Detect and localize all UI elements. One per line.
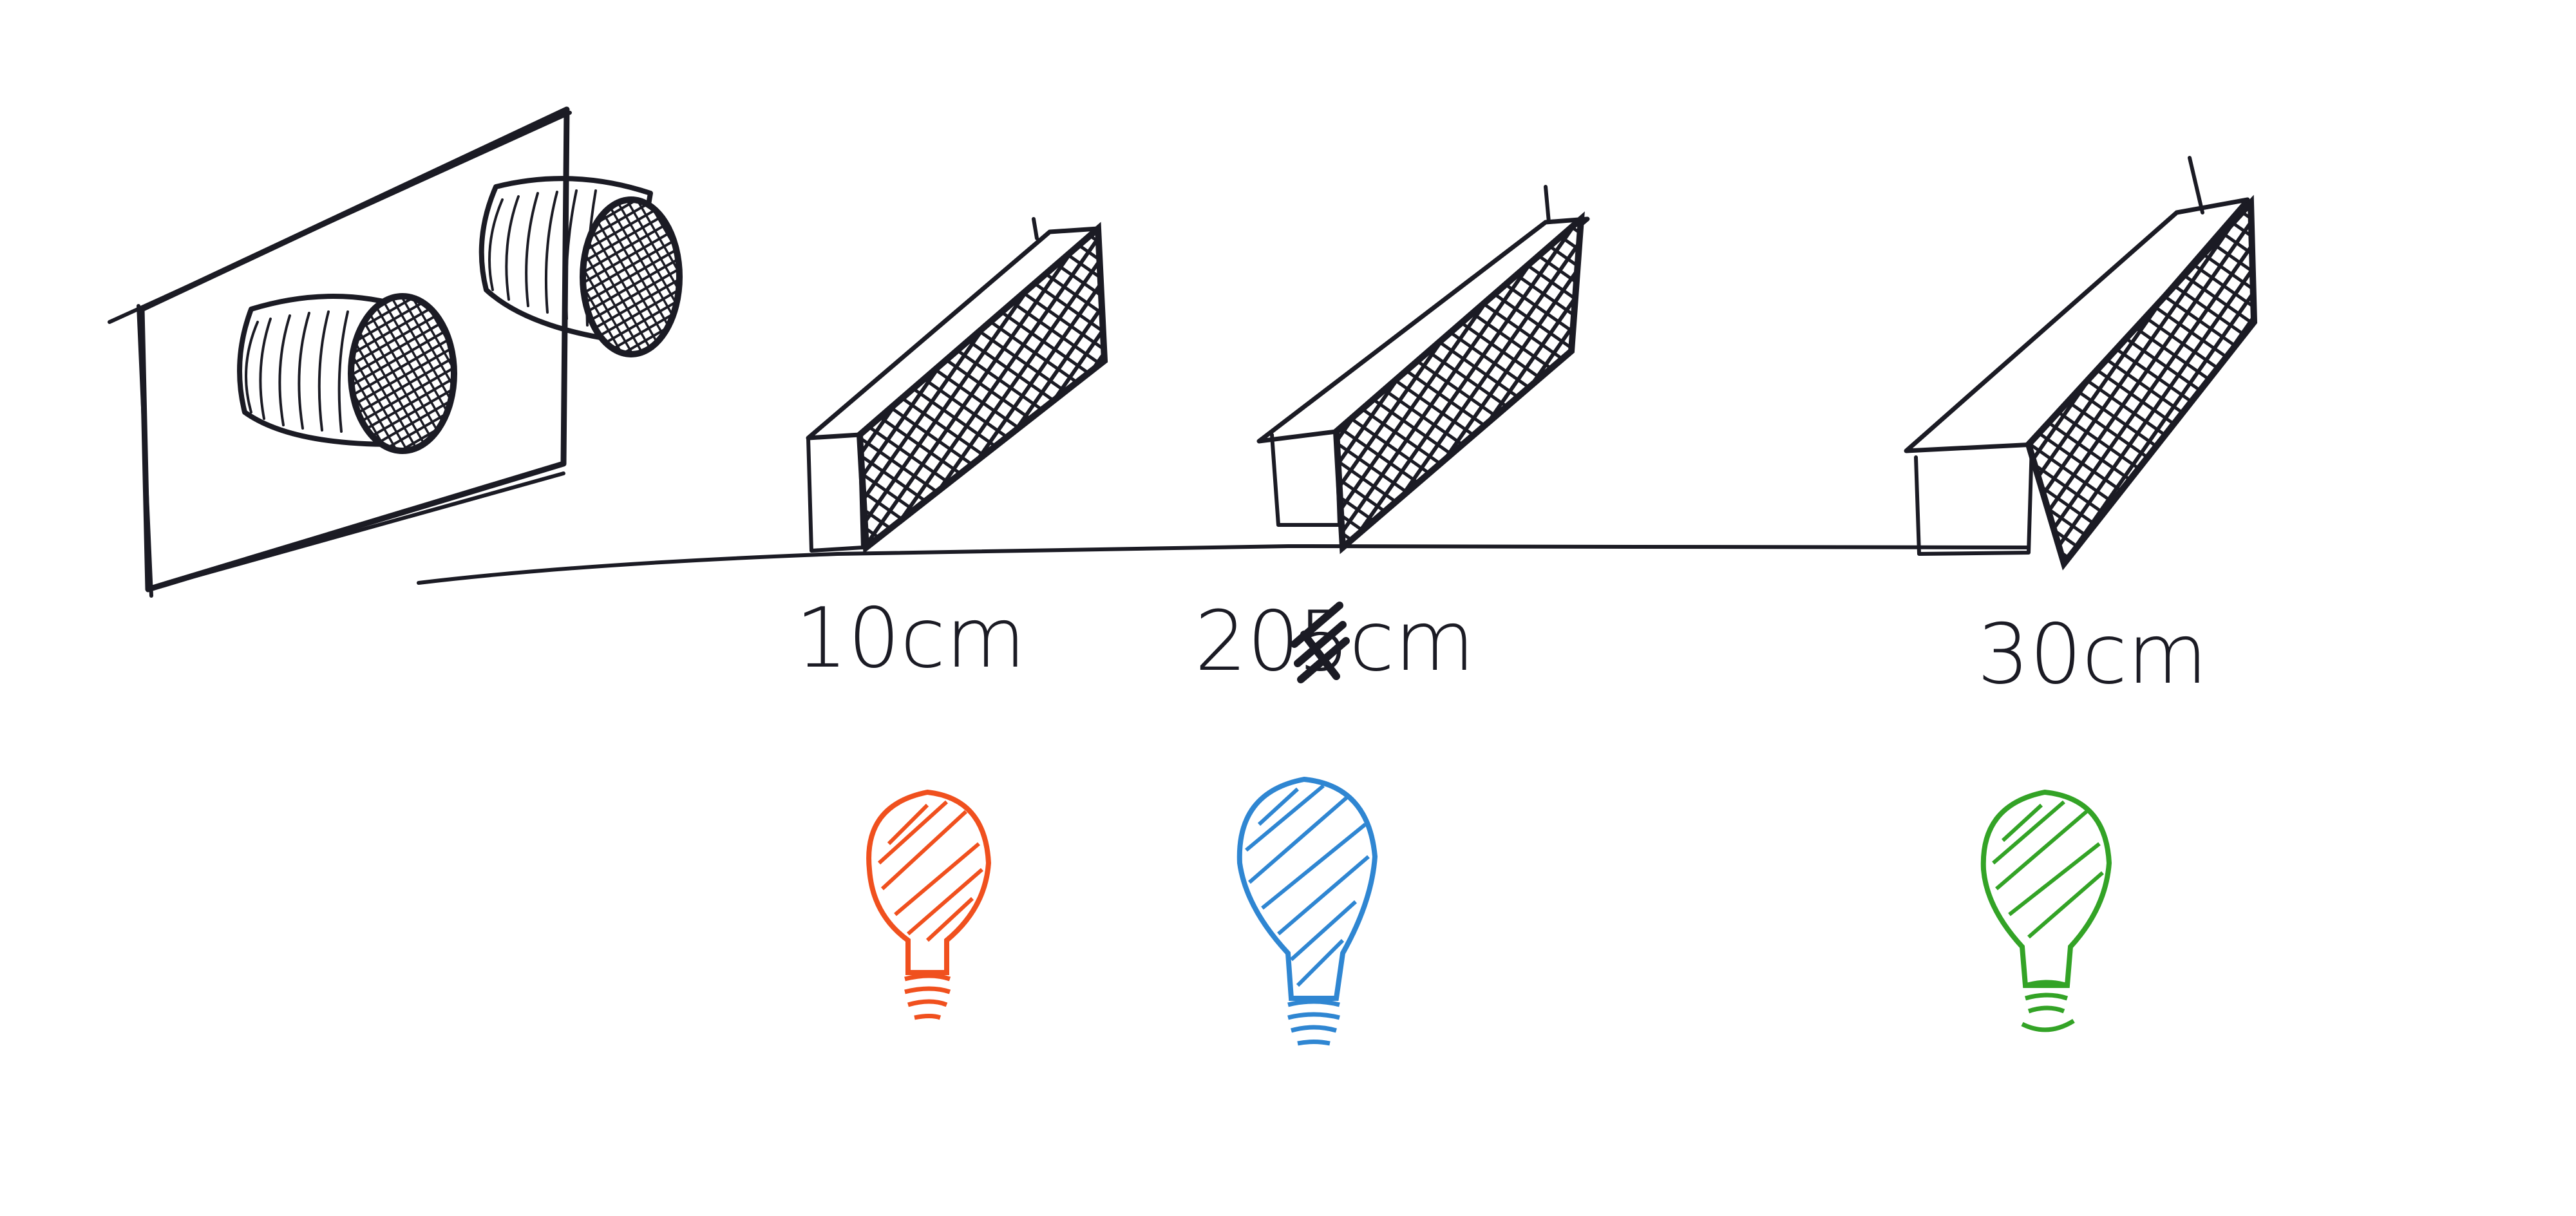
- obstacle-block-icon: [806, 217, 1108, 554]
- ground-line: [417, 544, 2031, 585]
- obstacle-block-icon-30cm: [1904, 156, 2258, 571]
- distance-label-20-number: 20: [1195, 594, 1300, 690]
- distance-label-20cm: 20 5 cm: [1195, 594, 1475, 690]
- distance-label-10cm: 10cm: [795, 591, 1026, 687]
- obstacle-block-icon-20cm: [1256, 185, 1590, 555]
- light-bulb-icon-red: [866, 789, 992, 1020]
- strike-through-scribble: [1291, 602, 1350, 683]
- sensor-transducer-right: [478, 176, 683, 357]
- light-bulb-icon-blue: [1236, 776, 1378, 1046]
- sensor-transducer-left: [237, 293, 457, 454]
- light-bulb-icon-green: [1980, 789, 2112, 1032]
- distance-label-20-unit: cm: [1349, 594, 1475, 690]
- ultrasonic-sensor-icon: [108, 106, 683, 598]
- distance-label-30cm: 30cm: [1977, 607, 2208, 703]
